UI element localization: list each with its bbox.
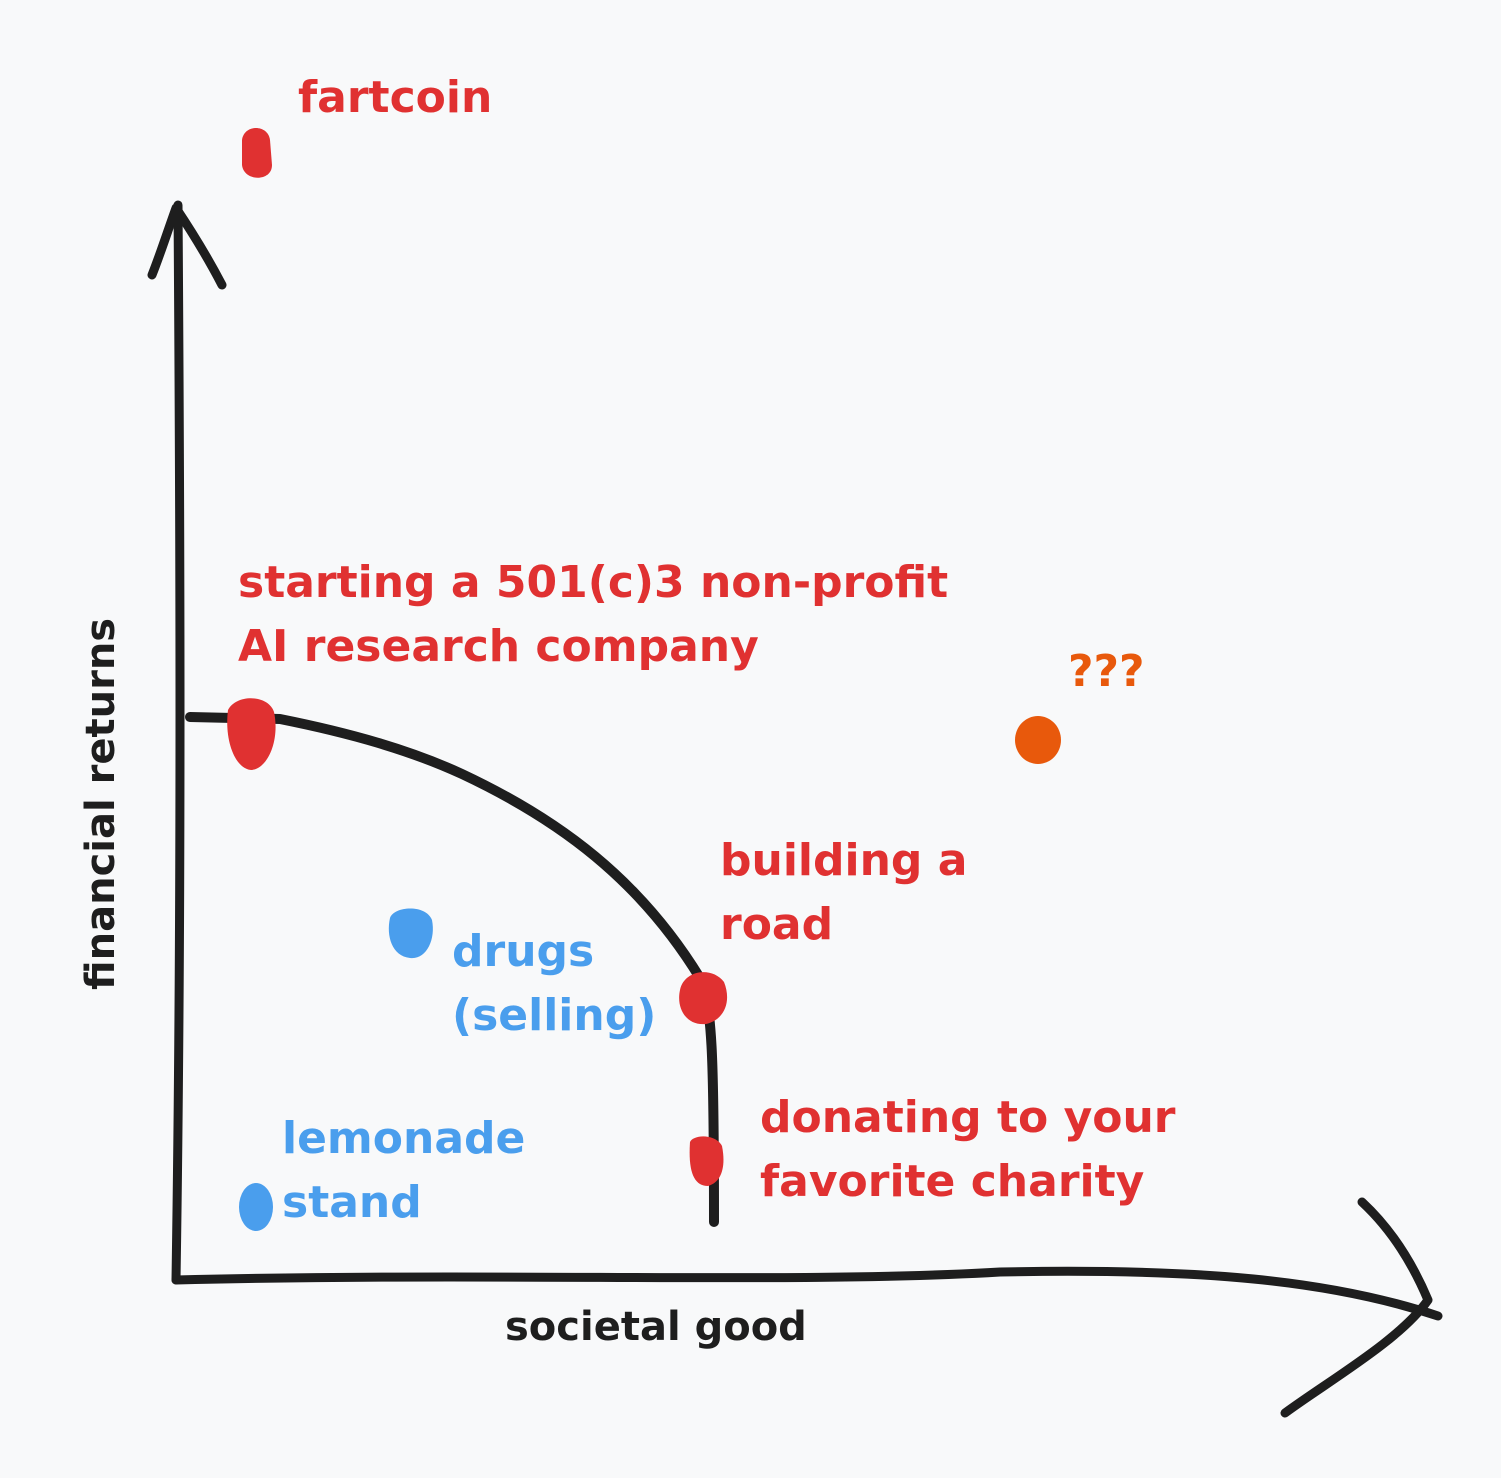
drugs-dot [388,908,433,959]
point-labels: fartcoin starting a 501(c)3 non-profit A… [238,72,1191,1228]
y-axis-label: financial returns [78,618,124,990]
road-label: building a road [720,835,983,950]
x-axis-line [171,1266,1443,1321]
x-axis-label: societal good [505,1304,807,1350]
drugs-label: drugs (selling) [452,926,656,1041]
fartcoin-dot [242,128,272,178]
x-axis-arrowhead [1280,1197,1433,1418]
charity-dot [689,1136,724,1186]
lemonade-dot [239,1183,273,1231]
y-axis-arrowhead [147,203,227,290]
unknown-label: ??? [1068,646,1145,697]
point-marks [227,128,1061,1231]
frontier-curve [185,712,719,1227]
lemonade-label: lemonade stand [282,1113,541,1228]
road-dot [679,972,728,1025]
charity-label: donating to your favorite charity [760,1092,1191,1207]
nonprofit-dot [227,698,276,770]
nonprofit-label: starting a 501(c)3 non-profit AI researc… [238,557,964,672]
unknown-dot [1015,716,1061,764]
fartcoin-label: fartcoin [298,72,492,123]
y-axis-line [171,200,185,1285]
